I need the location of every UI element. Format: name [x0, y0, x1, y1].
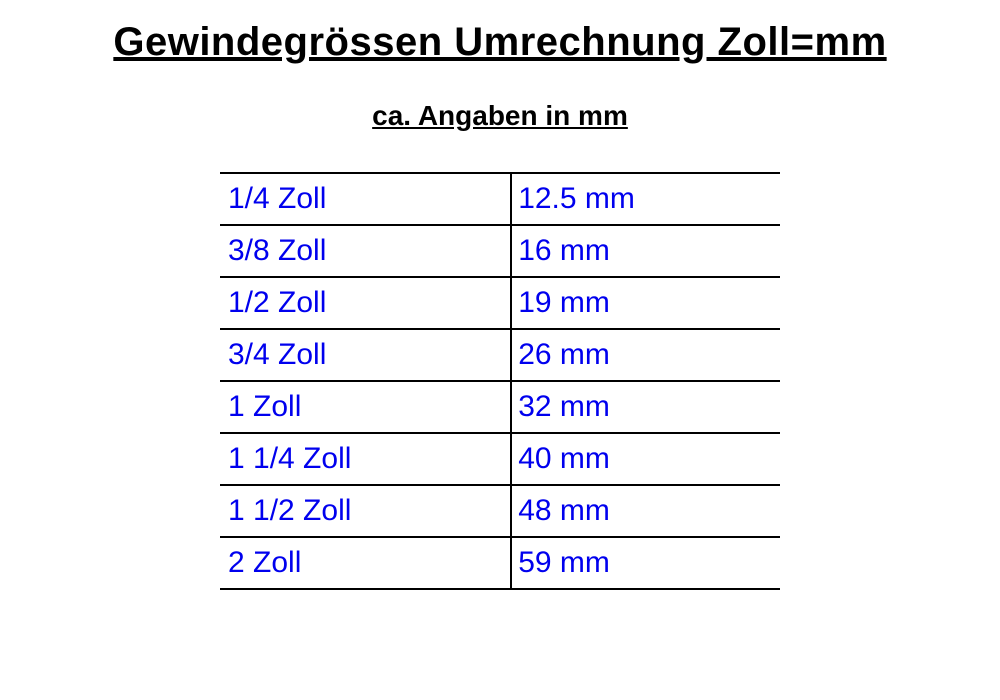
table-row: 1 Zoll 32 mm	[220, 381, 780, 433]
cell-mm: 40 mm	[511, 433, 780, 485]
conversion-table: 1/4 Zoll 12.5 mm 3/8 Zoll 16 mm 1/2 Zoll…	[220, 172, 780, 590]
cell-mm: 19 mm	[511, 277, 780, 329]
cell-mm: 16 mm	[511, 225, 780, 277]
table-container: 1/4 Zoll 12.5 mm 3/8 Zoll 16 mm 1/2 Zoll…	[0, 172, 1000, 590]
table-row: 1/4 Zoll 12.5 mm	[220, 173, 780, 225]
cell-zoll: 1/4 Zoll	[220, 173, 511, 225]
cell-zoll: 1 1/4 Zoll	[220, 433, 511, 485]
cell-zoll: 1 1/2 Zoll	[220, 485, 511, 537]
table-row: 2 Zoll 59 mm	[220, 537, 780, 589]
cell-zoll: 1/2 Zoll	[220, 277, 511, 329]
cell-zoll: 3/8 Zoll	[220, 225, 511, 277]
page-subtitle: ca. Angaben in mm	[0, 100, 1000, 132]
cell-zoll: 2 Zoll	[220, 537, 511, 589]
cell-mm: 48 mm	[511, 485, 780, 537]
table-row: 3/4 Zoll 26 mm	[220, 329, 780, 381]
cell-mm: 12.5 mm	[511, 173, 780, 225]
table-row: 3/8 Zoll 16 mm	[220, 225, 780, 277]
table-row: 1 1/2 Zoll 48 mm	[220, 485, 780, 537]
cell-mm: 26 mm	[511, 329, 780, 381]
cell-mm: 59 mm	[511, 537, 780, 589]
page-title: Gewindegrössen Umrechnung Zoll=mm	[0, 20, 1000, 65]
table-row: 1/2 Zoll 19 mm	[220, 277, 780, 329]
table-row: 1 1/4 Zoll 40 mm	[220, 433, 780, 485]
table-body: 1/4 Zoll 12.5 mm 3/8 Zoll 16 mm 1/2 Zoll…	[220, 173, 780, 589]
cell-mm: 32 mm	[511, 381, 780, 433]
cell-zoll: 1 Zoll	[220, 381, 511, 433]
cell-zoll: 3/4 Zoll	[220, 329, 511, 381]
